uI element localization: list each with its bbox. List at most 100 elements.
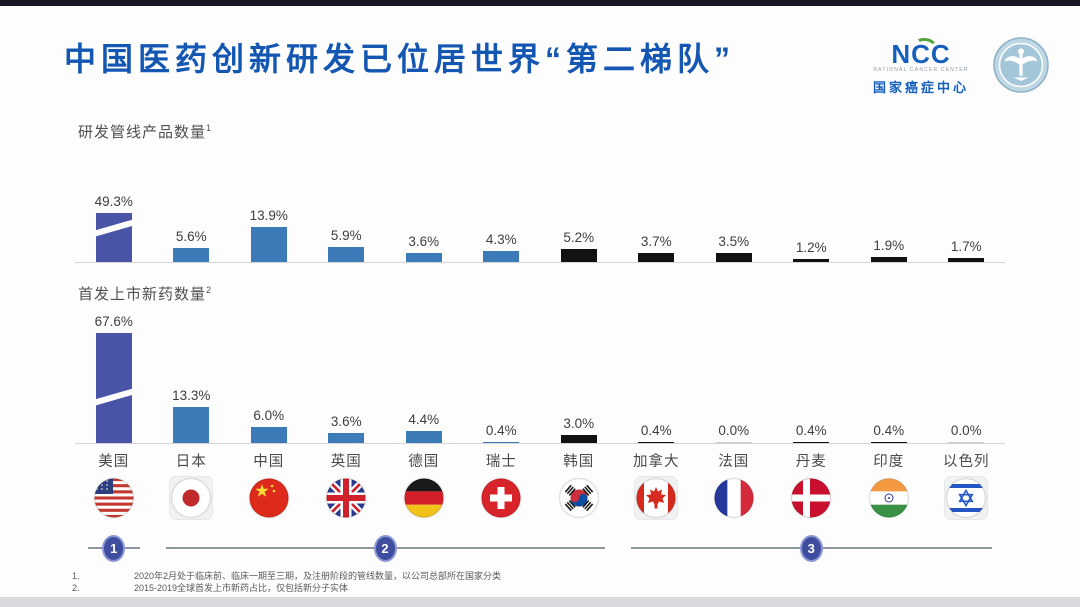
bar-丹麦 (793, 441, 830, 443)
tier-badge-1: 1 (102, 535, 126, 562)
flag-cell (75, 477, 153, 519)
bar-中国 (250, 227, 287, 262)
bar-韩国 (560, 434, 597, 443)
country-flags-row (75, 477, 1005, 519)
bar-column: 3.5% (695, 150, 773, 262)
bar-value-label: 3.7% (640, 233, 672, 249)
dk-flag-icon (790, 477, 832, 519)
bar-column: 1.2% (773, 150, 851, 262)
bar-德国 (405, 431, 442, 443)
country-label-jp: 日本 (175, 454, 207, 470)
bar-column: 4.3% (463, 150, 541, 262)
bar-value-label: 5.9% (330, 228, 362, 244)
ca-flag-icon (635, 477, 678, 519)
country-label-ca: 加拿大 (633, 454, 680, 470)
bar-中国 (250, 426, 287, 443)
flag-cell (850, 477, 928, 519)
il-flag-icon (945, 477, 988, 519)
flag-cell (308, 477, 386, 519)
flag-cell (153, 477, 231, 519)
flag-cell (773, 477, 851, 519)
bar-column: 0.4% (463, 303, 541, 443)
ncc-logo-chinese-name: 国家癌症中心 (872, 80, 969, 95)
flag-cell (463, 477, 541, 519)
ncc-logo-acronym: NCC (866, 36, 976, 67)
tier-badge-3: 3 (799, 535, 823, 562)
bar-column: 0.4% (618, 303, 696, 443)
page-title: 中国医药创新研发已位居世界“第二梯队” (64, 41, 736, 77)
fr-flag-icon (713, 477, 755, 519)
ncc-logo: NCC NATIONAL CANCER CENTER 国家癌症中心 (866, 36, 976, 96)
country-label-de: 德国 (408, 454, 440, 470)
bar-column: 3.6% (308, 303, 386, 443)
ncc-logo-subtitle: NATIONAL CANCER CENTER (873, 67, 969, 73)
footnote-marker: 1. (72, 571, 80, 581)
country-label-cn: 中国 (253, 454, 285, 470)
flag-cell (230, 477, 308, 519)
flag-cell (385, 477, 463, 519)
pipeline-products-bar-chart: 49.3% 5.6% 13.9% 5.9% 3.6% 4.3% 5.2% 3.7% 3.5% 1.… (75, 150, 1005, 263)
bar-value-label: 3.5% (718, 234, 750, 250)
bar-column: 5.2% (540, 150, 618, 262)
bar-value-label: 0.4% (640, 422, 672, 438)
bar-以色列 (948, 257, 985, 262)
bar-value-label: 4.4% (408, 412, 440, 428)
ch-flag-icon (480, 477, 522, 519)
chart2-title: 首发上市新药数量2 (78, 285, 213, 303)
bar-column: 49.3% (75, 150, 153, 262)
bar-value-label: 0.4% (873, 422, 905, 438)
bar-法国 (715, 442, 752, 443)
bar-value-label: 67.6% (94, 314, 133, 329)
country-label-gb: 英国 (330, 454, 362, 470)
bar-丹麦 (793, 259, 830, 262)
bar-value-label: 1.7% (950, 238, 982, 254)
flag-cell (618, 477, 696, 519)
bar-column: 13.9% (230, 150, 308, 262)
bar-value-label: 3.6% (330, 414, 362, 430)
country-labels-row: 美国 日本 中国 英国 德国 瑞士 韩国 加拿大 法国 丹麦 印度 以色列 (75, 450, 1005, 471)
bar-日本 (173, 247, 210, 262)
bar-column: 0.4% (773, 303, 851, 443)
flag-cell (928, 477, 1006, 519)
bar-美国 (95, 333, 132, 443)
top-border-strip (0, 0, 1080, 6)
bar-印度 (870, 257, 907, 262)
bar-value-label: 5.2% (563, 229, 595, 245)
bar-以色列 (948, 442, 985, 443)
bar-column: 0.0% (928, 303, 1006, 443)
bar-value-label: 0.0% (718, 423, 750, 438)
bar-德国 (405, 252, 442, 262)
bar-column: 5.6% (153, 150, 231, 262)
bar-value-label: 5.6% (175, 228, 207, 244)
bar-美国 (95, 213, 132, 262)
country-label-fr: 法国 (718, 454, 750, 470)
bar-加拿大 (638, 441, 675, 443)
bar-英国 (328, 433, 365, 443)
footnote-marker: 2. (72, 583, 80, 593)
bar-value-label: 6.0% (253, 407, 285, 423)
country-label-il: 以色列 (943, 454, 990, 470)
country-label-in: 印度 (873, 454, 905, 470)
cn-flag-icon (248, 477, 290, 519)
bar-value-label: 13.9% (249, 208, 288, 223)
bottom-border-strip (0, 597, 1080, 607)
bar-column: 5.9% (308, 150, 386, 262)
bar-column: 13.3% (153, 303, 231, 443)
gb-flag-icon (325, 477, 367, 519)
flag-cell (695, 477, 773, 519)
bar-value-label: 4.3% (485, 232, 517, 248)
axis-break-mark (95, 386, 132, 407)
bar-column: 3.6% (385, 150, 463, 262)
first-launch-drugs-bar-chart: 67.6% 13.3% 6.0% 3.6% 4.4% 0.4% 3.0% 0.4% 0.0% 0.… (75, 303, 1005, 444)
footnote: 2. 2015-2019全球首发上市新药占比，仅包括新分子实体 (72, 582, 972, 594)
bar-value-label: 49.3% (94, 194, 133, 209)
country-label-ch: 瑞士 (485, 454, 517, 470)
bar-印度 (870, 441, 907, 443)
bar-加拿大 (638, 252, 675, 262)
us-flag-icon (93, 477, 135, 519)
flag-cell (540, 477, 618, 519)
bar-column: 1.9% (850, 150, 928, 262)
footnote-text: 2015-2019全球首发上市新药占比，仅包括新分子实体 (134, 583, 349, 593)
bar-value-label: 0.0% (950, 423, 982, 438)
bar-瑞士 (483, 441, 520, 443)
